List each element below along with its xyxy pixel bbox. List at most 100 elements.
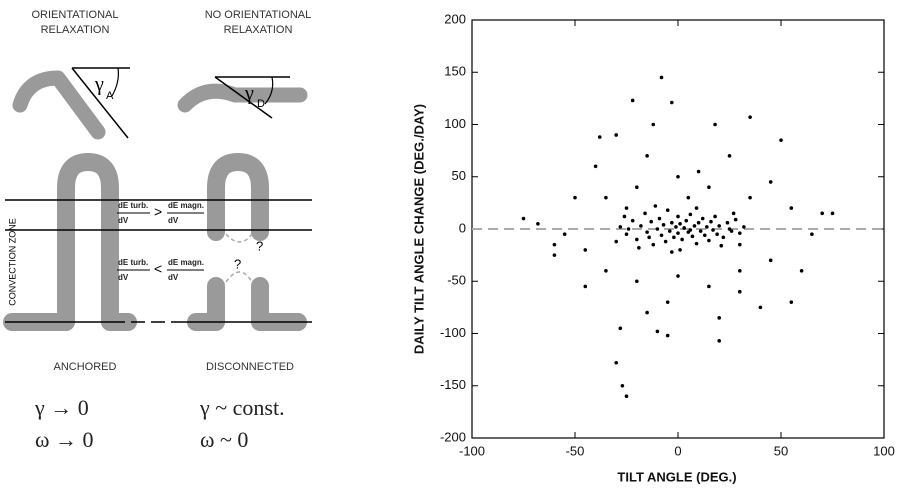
point bbox=[789, 206, 794, 210]
x-axis-label: TILT ANGLE (DEG.) bbox=[617, 469, 736, 484]
point bbox=[748, 115, 752, 119]
point bbox=[626, 227, 631, 231]
point bbox=[665, 333, 670, 338]
point bbox=[748, 195, 752, 200]
point bbox=[630, 218, 635, 223]
point bbox=[707, 238, 711, 243]
point bbox=[635, 185, 639, 189]
point bbox=[672, 235, 676, 240]
point bbox=[645, 230, 649, 234]
point bbox=[727, 154, 732, 158]
limit: ω ~ 0 bbox=[200, 427, 248, 452]
point bbox=[639, 224, 643, 228]
point bbox=[727, 227, 732, 231]
point bbox=[742, 225, 746, 229]
point bbox=[711, 228, 715, 232]
point bbox=[670, 100, 674, 105]
limit: ω → 0 bbox=[35, 427, 93, 452]
point bbox=[688, 212, 693, 217]
point bbox=[717, 316, 721, 320]
point bbox=[562, 232, 567, 237]
point bbox=[676, 214, 680, 219]
flux-tube bbox=[12, 70, 106, 140]
point bbox=[688, 228, 693, 232]
point bbox=[768, 180, 773, 184]
point bbox=[663, 239, 668, 244]
point bbox=[707, 185, 711, 189]
panel-title: RELAXATION bbox=[41, 24, 110, 36]
point bbox=[665, 300, 670, 304]
angle-sub: A bbox=[106, 90, 114, 102]
point bbox=[624, 394, 629, 399]
y-tick-label: -150 bbox=[440, 377, 466, 392]
x-tick-label: -100 bbox=[459, 443, 485, 458]
point bbox=[700, 216, 705, 221]
point bbox=[768, 258, 773, 263]
limit: γ → 0 bbox=[34, 395, 89, 420]
caption: DISCONNECTED bbox=[206, 361, 294, 373]
y-tick-label: -200 bbox=[440, 429, 466, 444]
y-tick-label: 100 bbox=[444, 116, 466, 131]
denominator: dV bbox=[118, 273, 129, 282]
numerator: dE magn. bbox=[168, 201, 204, 210]
point bbox=[552, 242, 557, 247]
point bbox=[573, 195, 577, 200]
point bbox=[694, 241, 699, 246]
point bbox=[659, 233, 664, 238]
flux-tube bbox=[3, 153, 137, 331]
point bbox=[799, 269, 804, 273]
point bbox=[657, 216, 662, 221]
broken-link bbox=[225, 233, 253, 283]
point bbox=[810, 232, 814, 237]
point bbox=[521, 216, 526, 221]
flux-tube bbox=[187, 277, 225, 331]
point bbox=[738, 269, 742, 273]
condition: dE turb. dV > dE magn. dV bbox=[117, 201, 204, 225]
point bbox=[702, 233, 707, 238]
point bbox=[738, 231, 742, 235]
point bbox=[686, 195, 691, 200]
point bbox=[597, 135, 602, 139]
point bbox=[583, 248, 588, 252]
point bbox=[676, 231, 680, 235]
relation: < bbox=[154, 261, 162, 277]
point bbox=[624, 206, 629, 210]
denominator: dV bbox=[168, 273, 179, 282]
scatter-chart: TILT ANGLE (DEG.) DAILY TILT ANGLE CHANG… bbox=[411, 11, 894, 484]
point bbox=[676, 174, 680, 179]
x-tick-label: -50 bbox=[566, 443, 585, 458]
y-tick-label: 200 bbox=[444, 11, 466, 26]
flux-tube bbox=[177, 83, 308, 113]
point bbox=[717, 339, 721, 343]
point bbox=[678, 248, 682, 252]
point bbox=[667, 229, 672, 233]
panel-title: NO ORIENTATIONAL bbox=[205, 9, 312, 21]
point bbox=[696, 220, 701, 225]
point bbox=[738, 242, 742, 247]
point bbox=[779, 138, 783, 142]
point bbox=[719, 243, 724, 248]
point bbox=[674, 225, 678, 229]
point bbox=[614, 360, 618, 365]
x-tick-label: 0 bbox=[674, 443, 681, 458]
denominator: dV bbox=[118, 216, 129, 225]
angle-arc bbox=[111, 67, 119, 97]
diagram: ORIENTATIONAL RELAXATION NO ORIENTATIONA… bbox=[3, 9, 312, 452]
point bbox=[618, 326, 623, 331]
y-tick-label: 150 bbox=[444, 64, 466, 79]
angle-sub: D bbox=[257, 98, 265, 110]
point bbox=[635, 279, 639, 284]
relation: > bbox=[154, 204, 162, 220]
point bbox=[614, 133, 618, 137]
point bbox=[620, 383, 625, 388]
point bbox=[630, 98, 635, 103]
point bbox=[618, 225, 623, 229]
point bbox=[653, 204, 658, 208]
point bbox=[651, 122, 656, 127]
y-tick-label: -100 bbox=[440, 325, 466, 340]
point bbox=[614, 239, 618, 244]
angle-label: γ bbox=[94, 74, 104, 96]
point bbox=[707, 284, 711, 289]
point bbox=[709, 219, 713, 224]
